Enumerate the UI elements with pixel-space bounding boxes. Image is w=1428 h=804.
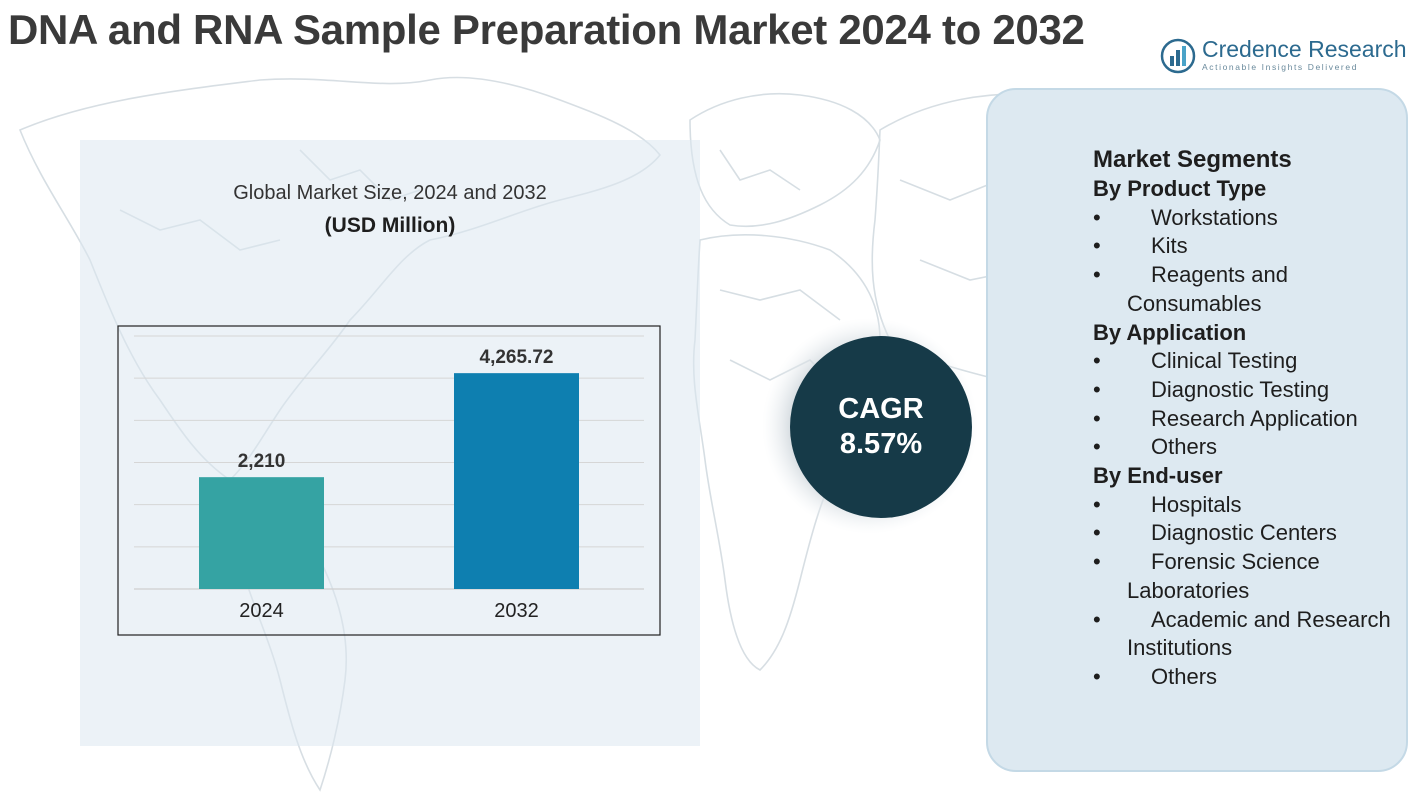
chart-frame [117, 325, 661, 636]
bar-2024 [199, 477, 324, 589]
data-label-2024: 2,210 [238, 451, 286, 472]
bullet-icon: • [1093, 434, 1101, 460]
bullet-icon: • [1093, 348, 1101, 374]
cagr-text: CAGR 8.57% [790, 392, 972, 462]
cagr-value: 8.57% [839, 428, 923, 460]
segment-item: • Diagnostic Centers [1093, 519, 1393, 548]
segment-item-label: Research Application [1151, 405, 1358, 431]
segment-item-label: Workstations [1151, 204, 1278, 230]
segment-item-label: Others [1151, 663, 1218, 689]
segment-item: • Reagents and Consumables [1093, 261, 1393, 318]
segment-item-label: Forensic Science Laboratories [1127, 549, 1320, 603]
bullet-icon: • [1093, 491, 1101, 517]
cagr-badge [762, 318, 978, 534]
segment-item: • Others [1093, 663, 1393, 692]
segment-group-title: By Product Type [1093, 176, 1267, 201]
segment-item: • Forensic Science Laboratories [1093, 548, 1393, 605]
bullet-icon: • [1093, 376, 1101, 402]
cagr-circle [790, 336, 972, 518]
segments-list: Market Segments By Product Type • Worksta… [1093, 145, 1393, 692]
page-title: DNA and RNA Sample Preparation Market 20… [8, 6, 1085, 53]
segments-heading: Market Segments [1093, 146, 1292, 173]
segment-item: • Workstations [1093, 204, 1393, 233]
segment-item: • Academic and Research Institutions [1093, 606, 1393, 663]
segment-item-label: Reagents and Consumables [1127, 262, 1288, 316]
segment-item: • Research Application [1093, 405, 1393, 434]
segment-item-label: Diagnostic Testing [1151, 376, 1330, 402]
bullet-icon: • [1093, 520, 1101, 546]
segment-item: • Others [1093, 433, 1393, 462]
bullet-icon: • [1093, 204, 1101, 230]
segment-item: • Hospitals [1093, 491, 1393, 520]
bullet-icon: • [1093, 233, 1101, 259]
segment-group-title: By Application [1093, 319, 1247, 345]
segment-item: • Clinical Testing [1093, 347, 1393, 376]
bullet-icon: • [1093, 663, 1101, 689]
bullet-icon: • [1093, 405, 1101, 431]
segment-group-title: By End-user [1093, 463, 1223, 489]
bullet-icon: • [1093, 262, 1101, 288]
chart-panel [80, 140, 700, 746]
brand-logo: Credence Research Actionable Insights De… [1160, 36, 1407, 76]
segment-item: • Kits [1093, 232, 1393, 261]
bullet-icon: • [1093, 606, 1101, 632]
cagr-label: CAGR [838, 393, 924, 425]
data-label-2032: 4,265.72 [480, 347, 554, 368]
segments-panel [986, 88, 1408, 772]
brand-tagline: Actionable Insights Delivered [1202, 62, 1359, 72]
segment-item-label: Others [1151, 434, 1218, 460]
segment-item-label: Kits [1151, 233, 1188, 259]
x-tick-label-2024: 2024 [239, 600, 284, 622]
x-tick-label-2032: 2032 [494, 600, 539, 622]
segment-item-label: Clinical Testing [1151, 348, 1298, 374]
chart-unit-label: (USD Million) [324, 214, 456, 237]
chart-title: Global Market Size, 2024 and 2032 [233, 182, 547, 204]
bar-2032 [454, 373, 579, 589]
bar-chart-logo-icon [1160, 38, 1196, 74]
segment-item-label: Diagnostic Centers [1151, 520, 1337, 546]
segment-item-label: Hospitals [1151, 491, 1242, 517]
segment-item-label: Academic and Research Institutions [1127, 606, 1391, 661]
segment-item: • Diagnostic Testing [1093, 376, 1393, 405]
bullet-icon: • [1093, 549, 1101, 575]
brand-name: Credence Research [1202, 36, 1407, 62]
